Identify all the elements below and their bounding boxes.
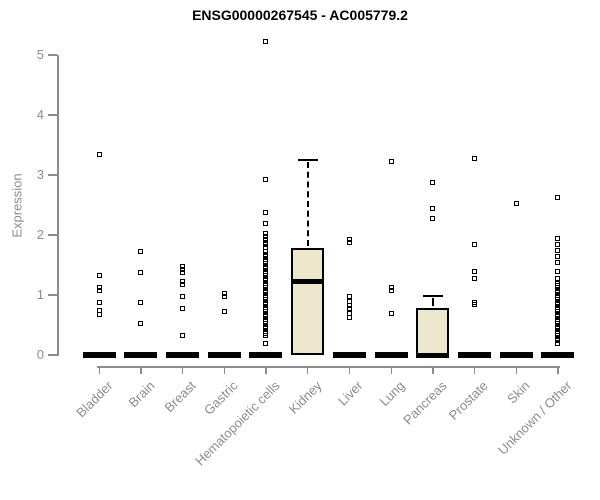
data-point [179,294,185,300]
data-point [263,234,269,240]
data-point [96,288,102,294]
data-point [179,332,185,338]
flat-box [124,352,158,358]
data-point [263,210,269,216]
data-point [96,300,102,306]
flat-box [374,352,408,358]
median-line [416,352,450,358]
data-point [138,320,144,326]
data-point [346,240,352,246]
x-tick [473,366,476,374]
whisker-cap [297,158,318,162]
flat-box [457,352,491,358]
data-point [555,259,561,265]
x-tick [348,366,351,374]
data-point [96,312,102,318]
data-point [263,39,269,45]
x-tick [181,366,184,374]
data-point [555,253,561,259]
y-tick-label: 5 [36,47,44,62]
chart-title: ENSG00000267545 - AC005779.2 [192,7,408,23]
y-tick [48,354,57,356]
data-point [96,307,102,313]
x-tick [140,366,142,374]
data-point [263,333,269,339]
flat-box [249,352,283,358]
data-point [263,220,269,226]
flat-box [332,352,366,358]
data-point [471,156,477,162]
data-point [263,177,269,183]
data-point [346,315,352,321]
data-point [179,264,185,270]
y-tick [48,234,57,236]
flat-box [82,352,116,358]
data-point [138,299,144,305]
flat-box [541,352,575,358]
flat-box [165,352,199,358]
data-point [221,294,227,300]
y-tick [48,114,57,116]
x-tick [390,366,392,374]
y-tick-label: 0 [36,347,44,362]
y-tick-label: 2 [36,227,44,242]
data-point [179,305,185,311]
data-point [263,340,269,346]
data-point [430,216,436,222]
x-tick [98,366,100,374]
data-point [471,302,477,308]
x-tick [432,366,434,374]
data-point [388,310,394,316]
data-point [346,237,352,243]
data-point [513,200,519,206]
data-point [263,244,269,250]
whisker [431,298,434,307]
x-tick [515,366,518,374]
data-point [555,269,561,275]
data-point [96,151,102,157]
data-point [555,195,561,201]
flat-box [207,352,241,358]
data-point [179,270,185,276]
whisker [306,162,309,247]
y-tick-label: 4 [36,107,44,122]
data-point [555,247,561,253]
data-point [388,288,394,294]
y-tick-label: 3 [36,167,44,182]
data-point [471,269,477,275]
flat-box [499,352,533,358]
data-point [430,179,436,185]
data-point [555,340,561,346]
data-point [138,269,144,275]
data-point [96,272,102,278]
data-point [471,241,477,247]
data-point [138,248,144,254]
y-tick [48,294,57,296]
whisker-cap [422,295,443,298]
data-point [555,275,561,281]
y-axis-line [57,55,59,356]
data-point [471,275,477,281]
x-tick [265,366,267,374]
data-point [179,281,185,287]
data-point [555,235,561,241]
median-line [291,279,325,285]
data-point [430,205,436,211]
data-point [555,241,561,247]
box [291,248,325,355]
x-tick [307,366,309,374]
y-tick-label: 1 [36,287,44,302]
data-point [221,309,227,315]
data-point [179,267,185,273]
data-point [388,158,394,164]
y-tick [48,174,57,176]
y-tick [48,54,57,56]
box [416,308,450,355]
x-tick [223,366,226,374]
data-point [346,310,352,316]
x-axis-line [97,366,560,368]
x-tick [557,366,559,374]
